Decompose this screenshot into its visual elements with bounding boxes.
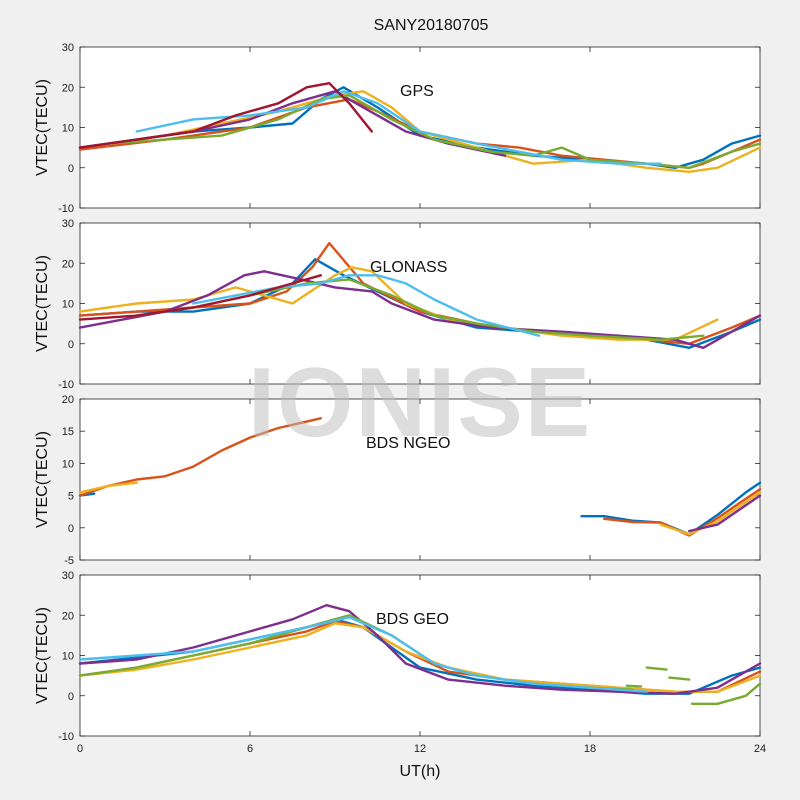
y-tick-label: -10 [58,379,74,391]
panel-1: -10 0 10 20 30 VTEC(TECU) GPS [34,42,762,215]
y-tick-label: 0 [68,339,74,351]
series-line [78,266,719,341]
y-axis-label: VTEC(TECU) [34,255,51,352]
series-line [78,481,138,494]
y-tick-label: 20 [62,82,74,94]
x-tick-label: 24 [754,743,766,755]
x-tick-label: 12 [414,743,426,755]
x-axis-label: UT(h) [400,763,441,780]
panel-label: BDS GEO [376,611,449,628]
panel-label: BDS NGEO [366,435,450,452]
series-line [78,616,648,693]
y-tick-label: 30 [62,570,74,582]
y-tick-label: 0 [68,691,74,703]
series-line [78,274,322,321]
watermark: IONISE [248,347,592,457]
y-tick-label: 0 [68,523,74,535]
series-line [135,90,662,165]
series-line [659,491,762,536]
series-line [645,666,668,671]
x-tick-label: 6 [247,743,253,755]
y-axis-label: VTEC(TECU) [34,79,51,176]
panel-label: GLONASS [370,259,447,276]
series-line [78,417,322,497]
x-tick-label: 18 [584,743,596,755]
series-line [78,241,762,345]
y-tick-label: 30 [62,42,74,54]
panel-label: GPS [400,83,434,100]
y-tick-label: -10 [58,731,74,743]
series-line [690,682,762,705]
series-line [625,684,643,688]
series-line [192,274,541,337]
panel-2: -10 0 10 20 30 VTEC(TECU) GLONASS [34,218,762,391]
x-tick-label: 0 [77,743,83,755]
plot-area [79,398,761,561]
y-tick-label: 0 [68,163,74,175]
y-tick-label: -5 [64,555,74,567]
y-tick-label: 20 [62,258,74,270]
y-tick-label: 30 [62,218,74,230]
y-tick-label: -10 [58,203,74,215]
y-axis-label: VTEC(TECU) [34,607,51,704]
y-tick-label: 5 [68,491,74,503]
series-line [78,81,373,149]
y-tick-label: 10 [62,651,74,663]
plot-area [79,46,761,209]
series-line [107,94,762,170]
y-axis-label: VTEC(TECU) [34,431,51,528]
series-line [668,676,691,681]
y-tick-label: 10 [62,299,74,311]
series-line [78,270,762,349]
y-tick-label: 10 [62,458,74,470]
series-line [688,494,762,533]
panel-3: -5 0 5 10 15 20 VTEC(TECU) BDS NGEO [34,394,762,567]
series-line [78,622,762,693]
y-tick-label: 20 [62,610,74,622]
y-tick-label: 15 [62,426,74,438]
y-tick-label: 20 [62,394,74,406]
y-tick-label: 10 [62,123,74,135]
series-line [603,488,762,537]
figure-title: SANY20180705 [374,17,489,34]
